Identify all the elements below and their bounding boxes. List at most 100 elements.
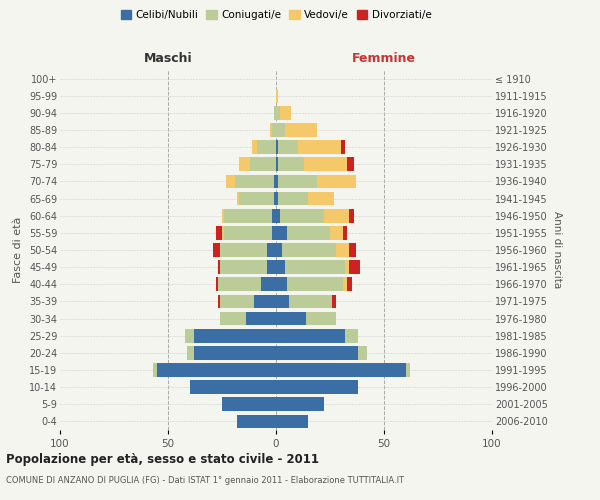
- Bar: [215, 278, 218, 291]
- Text: Maschi: Maschi: [143, 52, 193, 65]
- Bar: [222, 226, 224, 239]
- Bar: [347, 278, 352, 291]
- Bar: [187, 346, 194, 360]
- Bar: [280, 209, 323, 222]
- Bar: [289, 294, 332, 308]
- Bar: [283, 243, 337, 257]
- Bar: [276, 140, 278, 154]
- Bar: [278, 174, 317, 188]
- Bar: [323, 209, 349, 222]
- Bar: [276, 294, 289, 308]
- Bar: [220, 260, 268, 274]
- Bar: [237, 192, 239, 205]
- Text: Popolazione per età, sesso e stato civile - 2011: Popolazione per età, sesso e stato civil…: [6, 452, 319, 466]
- Bar: [276, 89, 278, 102]
- Bar: [341, 140, 345, 154]
- Bar: [349, 243, 356, 257]
- Bar: [278, 192, 308, 205]
- Bar: [276, 174, 278, 188]
- Bar: [268, 243, 276, 257]
- Bar: [218, 260, 220, 274]
- Bar: [220, 294, 254, 308]
- Bar: [194, 346, 276, 360]
- Bar: [274, 106, 276, 120]
- Y-axis label: Fasce di età: Fasce di età: [13, 217, 23, 283]
- Bar: [349, 260, 360, 274]
- Bar: [224, 209, 272, 222]
- Bar: [278, 158, 304, 171]
- Bar: [239, 192, 274, 205]
- Bar: [254, 294, 276, 308]
- Bar: [276, 106, 280, 120]
- Legend: Celibi/Nubili, Coniugati/e, Vedovi/e, Divorziati/e: Celibi/Nubili, Coniugati/e, Vedovi/e, Di…: [119, 8, 433, 22]
- Bar: [215, 226, 222, 239]
- Bar: [272, 226, 276, 239]
- Bar: [194, 329, 276, 342]
- Bar: [284, 123, 317, 137]
- Bar: [246, 312, 276, 326]
- Bar: [332, 294, 337, 308]
- Bar: [269, 123, 272, 137]
- Bar: [276, 380, 358, 394]
- Bar: [276, 192, 278, 205]
- Bar: [276, 312, 306, 326]
- Bar: [349, 209, 354, 222]
- Bar: [218, 294, 220, 308]
- Bar: [308, 192, 334, 205]
- Bar: [268, 260, 276, 274]
- Text: Femmine: Femmine: [352, 52, 416, 65]
- Bar: [345, 329, 358, 342]
- Bar: [276, 260, 284, 274]
- Bar: [274, 192, 276, 205]
- Bar: [222, 398, 276, 411]
- Bar: [276, 278, 287, 291]
- Bar: [272, 209, 276, 222]
- Bar: [274, 174, 276, 188]
- Bar: [157, 363, 276, 377]
- Bar: [190, 380, 276, 394]
- Bar: [276, 226, 287, 239]
- Bar: [276, 346, 358, 360]
- Bar: [287, 226, 330, 239]
- Bar: [220, 312, 246, 326]
- Bar: [252, 140, 257, 154]
- Bar: [272, 123, 276, 137]
- Bar: [239, 158, 250, 171]
- Bar: [226, 174, 235, 188]
- Bar: [261, 278, 276, 291]
- Bar: [358, 346, 367, 360]
- Bar: [278, 140, 298, 154]
- Bar: [185, 329, 194, 342]
- Bar: [214, 243, 220, 257]
- Bar: [304, 158, 347, 171]
- Bar: [250, 158, 276, 171]
- Bar: [237, 414, 276, 428]
- Bar: [343, 226, 347, 239]
- Bar: [220, 243, 268, 257]
- Bar: [276, 209, 280, 222]
- Bar: [276, 398, 323, 411]
- Y-axis label: Anni di nascita: Anni di nascita: [551, 212, 562, 288]
- Bar: [337, 243, 349, 257]
- Bar: [406, 363, 410, 377]
- Bar: [224, 226, 272, 239]
- Bar: [257, 140, 276, 154]
- Bar: [276, 123, 284, 137]
- Bar: [330, 226, 343, 239]
- Bar: [284, 260, 345, 274]
- Bar: [276, 414, 308, 428]
- Bar: [218, 278, 261, 291]
- Bar: [276, 243, 283, 257]
- Text: COMUNE DI ANZANO DI PUGLIA (FG) - Dati ISTAT 1° gennaio 2011 - Elaborazione TUTT: COMUNE DI ANZANO DI PUGLIA (FG) - Dati I…: [6, 476, 404, 485]
- Bar: [153, 363, 157, 377]
- Bar: [280, 106, 291, 120]
- Bar: [306, 312, 337, 326]
- Bar: [343, 278, 347, 291]
- Bar: [276, 158, 278, 171]
- Bar: [317, 174, 356, 188]
- Bar: [276, 329, 345, 342]
- Bar: [345, 260, 349, 274]
- Bar: [298, 140, 341, 154]
- Bar: [222, 209, 224, 222]
- Bar: [235, 174, 274, 188]
